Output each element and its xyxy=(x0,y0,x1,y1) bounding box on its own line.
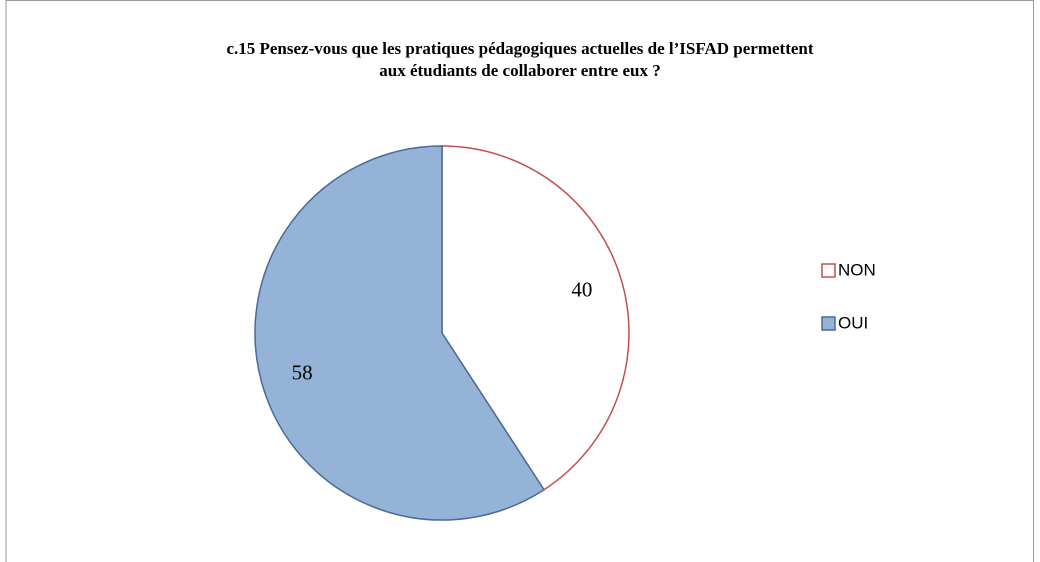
legend-label: NON xyxy=(838,260,876,279)
legend-swatch xyxy=(821,263,836,278)
chart-frame xyxy=(5,0,1034,562)
legend-label: OUI xyxy=(838,313,868,332)
legend-swatch xyxy=(821,316,836,331)
pie-slice xyxy=(254,145,546,521)
data-label: 40 xyxy=(571,277,592,301)
chart-title: c.15 Pensez-vous que les pratiques pédag… xyxy=(226,39,814,80)
data-label: 58 xyxy=(292,360,313,384)
